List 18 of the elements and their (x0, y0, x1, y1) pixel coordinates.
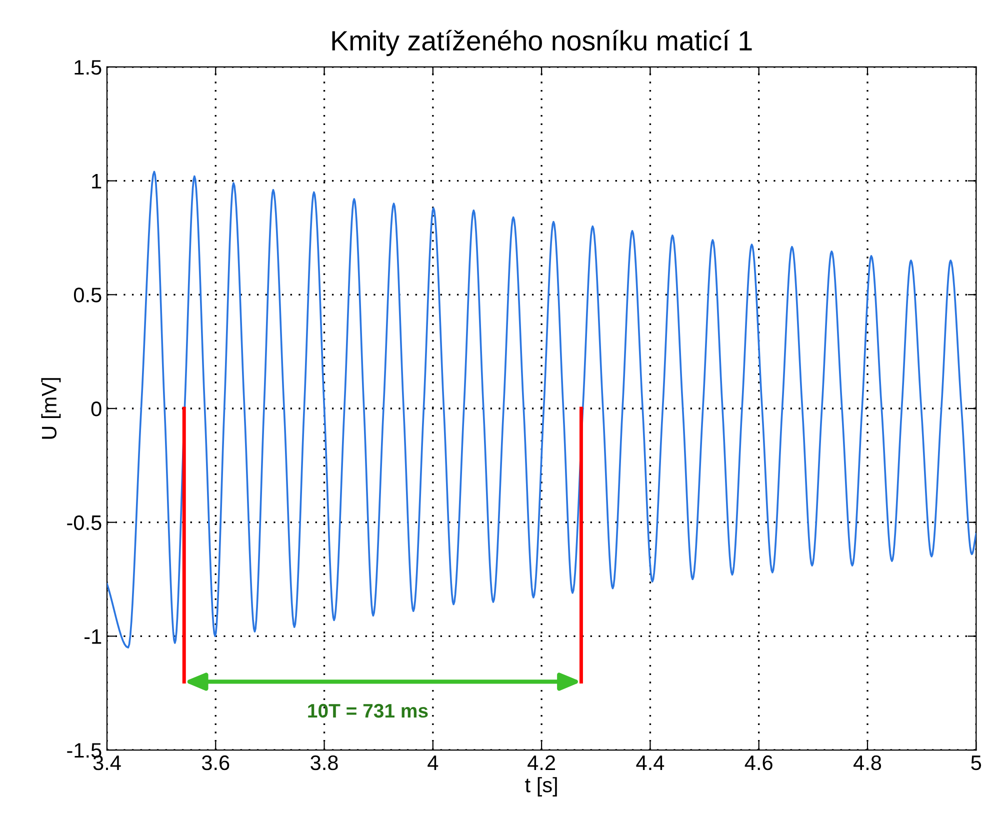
y-axis-title: U [mV] (41, 378, 61, 439)
y-tick-label: 1 (92, 174, 102, 188)
y-tick-label: 0 (91, 402, 102, 416)
x-axis-title: t [s] (525, 777, 557, 796)
x-tick-label: 4.6 (744, 755, 772, 770)
y-tick-label: 1.5 (74, 60, 102, 75)
x-tick-label: 4.2 (528, 755, 555, 770)
annotation: 10T = 731 ms (308, 704, 428, 718)
x-tick-label: 5 (971, 756, 982, 770)
chart-title: Kmity zatíženého nosníku maticí 1 (332, 30, 752, 56)
x-tick-label: 4.8 (853, 755, 882, 770)
x-tick-label: 3.6 (202, 755, 230, 770)
x-tick-label: 4 (428, 756, 438, 770)
x-tick-label: 4.4 (636, 756, 664, 770)
x-tick-label: 3.8 (310, 755, 338, 770)
y-tick-label: -0.5 (67, 515, 102, 530)
y-tick-label: 0.5 (74, 288, 102, 302)
y-tick-label: -1 (84, 629, 102, 644)
